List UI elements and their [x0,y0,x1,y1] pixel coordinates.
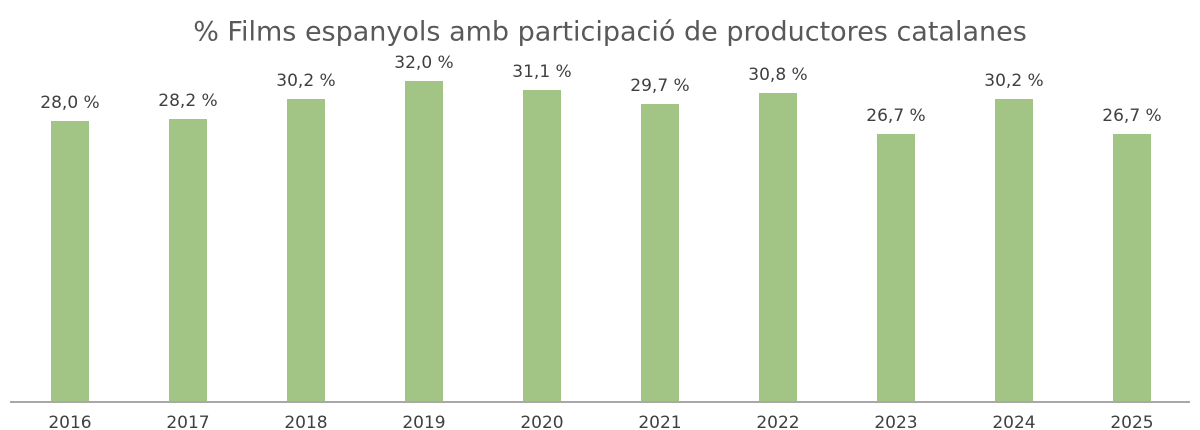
value-label: 26,7 % [1102,106,1161,126]
x-tick-label: 2024 [992,413,1035,430]
x-tick-label: 2017 [166,413,209,430]
bar [169,119,207,401]
bar [51,121,89,401]
bar [995,99,1033,401]
x-tick-label: 2019 [402,413,445,430]
x-tick-label: 2018 [284,413,327,430]
bar [287,99,325,401]
bar [405,81,443,401]
bar [759,93,797,401]
value-label: 29,7 % [630,76,689,96]
x-tick-label: 2022 [756,413,799,430]
bar [523,90,561,401]
value-label: 28,0 % [40,93,99,113]
x-tick-label: 2020 [520,413,563,430]
x-tick-label: 2023 [874,413,917,430]
bar [1113,134,1151,401]
value-label: 26,7 % [866,106,925,126]
value-label: 30,2 % [984,71,1043,91]
x-tick-label: 2021 [638,413,681,430]
value-label: 30,8 % [748,65,807,85]
value-label: 30,2 % [276,71,335,91]
chart-title: % Films espanyols amb participació de pr… [193,17,1027,48]
bar [877,134,915,401]
x-tick-label: 2025 [1110,413,1153,430]
value-label: 28,2 % [158,91,217,111]
x-tick-label: 2016 [48,413,91,430]
value-label: 31,1 % [512,62,571,82]
bar [641,104,679,401]
value-label: 32,0 % [394,53,453,73]
